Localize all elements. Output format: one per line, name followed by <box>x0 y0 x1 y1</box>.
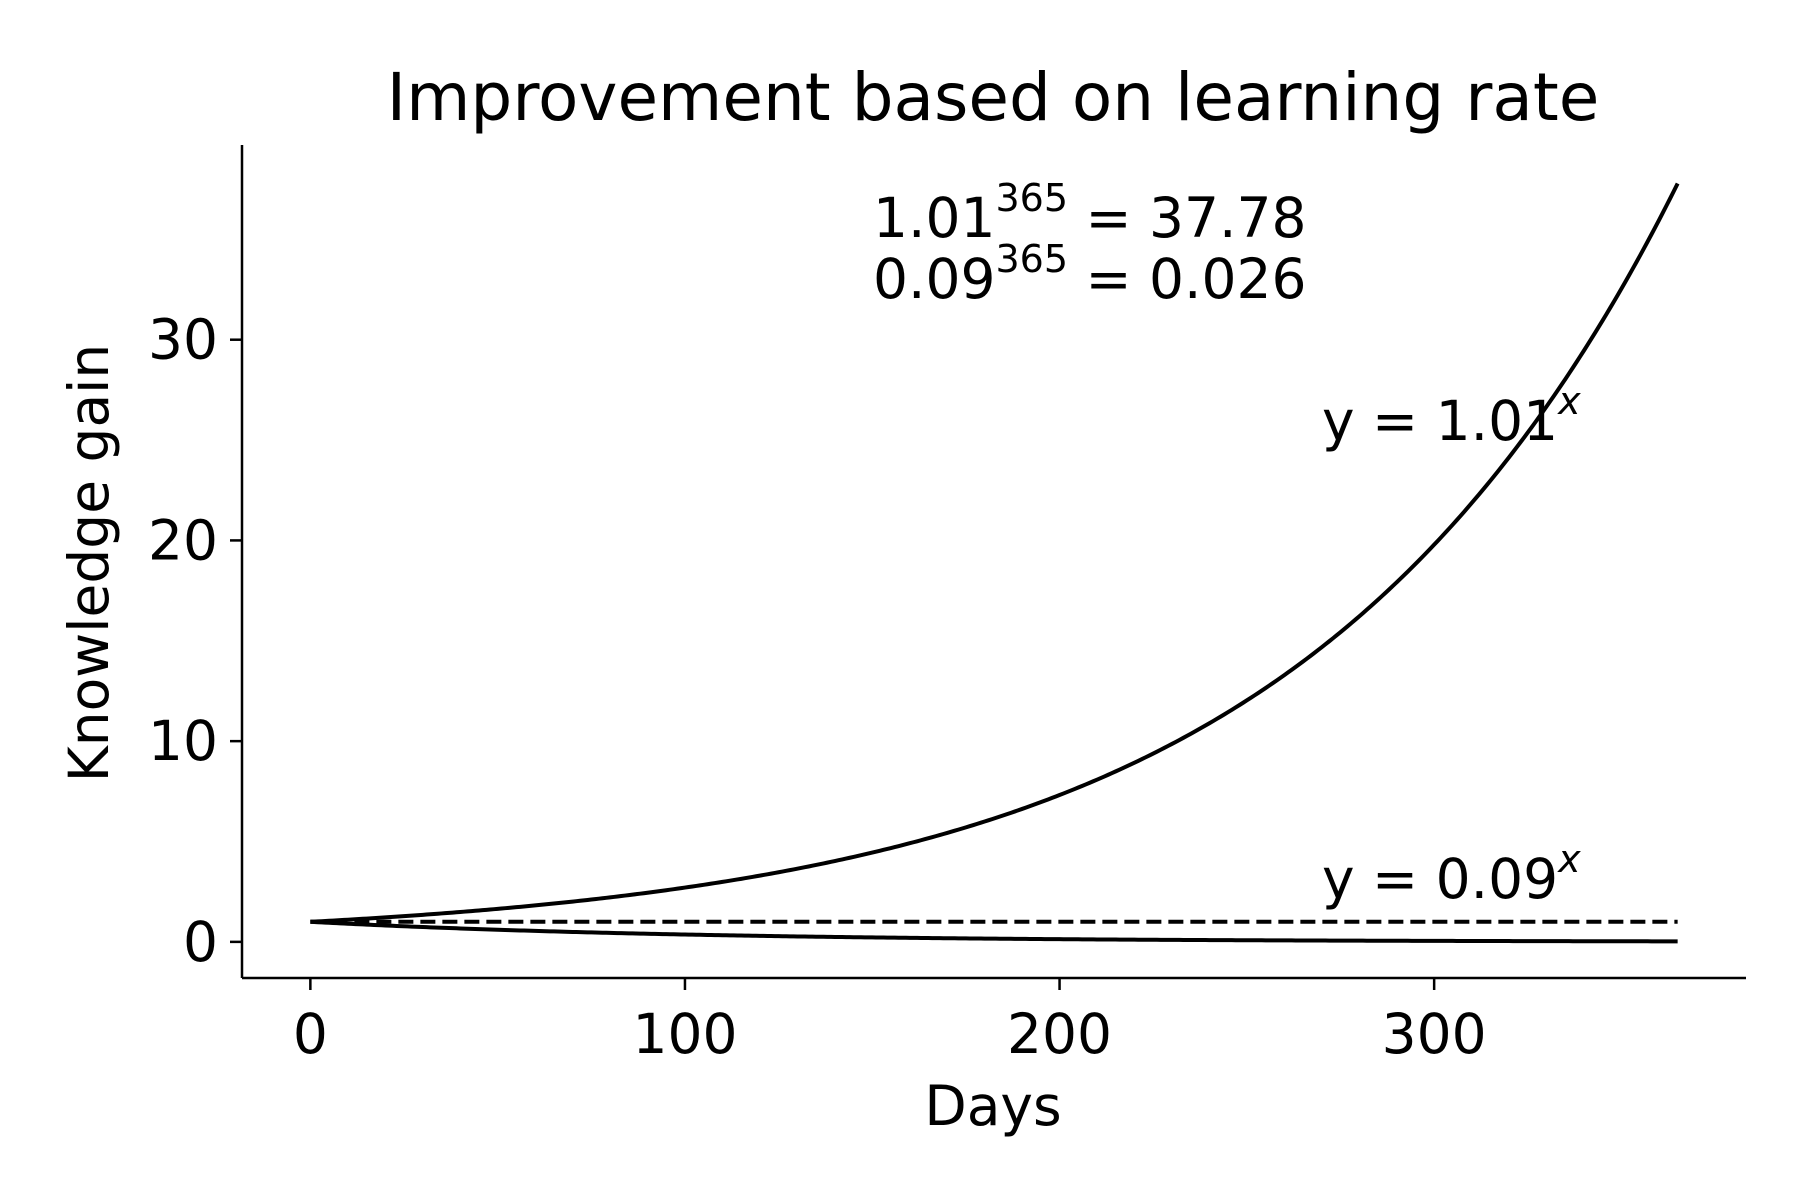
y-ticks: 0 10 20 30 <box>148 308 242 974</box>
x-axis-label: Days <box>924 1074 1061 1138</box>
chart-title: Improvement based on learning rate <box>387 59 1600 136</box>
y-tick-label: 20 <box>148 508 218 572</box>
x-ticks: 0 100 200 300 <box>293 978 1487 1066</box>
curve-label-growth: y = 1.01x <box>1322 379 1581 453</box>
x-tick-label: 100 <box>632 1002 737 1066</box>
y-tick-label: 0 <box>183 910 218 974</box>
y-axis-label: Knowledge gain <box>57 344 121 783</box>
series-line-0 <box>310 182 1680 924</box>
series-layer <box>310 182 1680 944</box>
curve-label-decay: y = 0.09x <box>1322 837 1581 911</box>
summary-annotation-line1: 1.01365 = 37.78 <box>873 176 1307 250</box>
summary-annotation-line2: 0.09365 = 0.026 <box>873 237 1307 311</box>
y-tick-label: 30 <box>148 308 218 372</box>
x-tick-label: 0 <box>293 1002 328 1066</box>
y-tick-label: 10 <box>148 709 218 773</box>
x-tick-label: 200 <box>1007 1002 1112 1066</box>
series-line-1 <box>310 919 1678 944</box>
x-tick-label: 300 <box>1382 1002 1487 1066</box>
